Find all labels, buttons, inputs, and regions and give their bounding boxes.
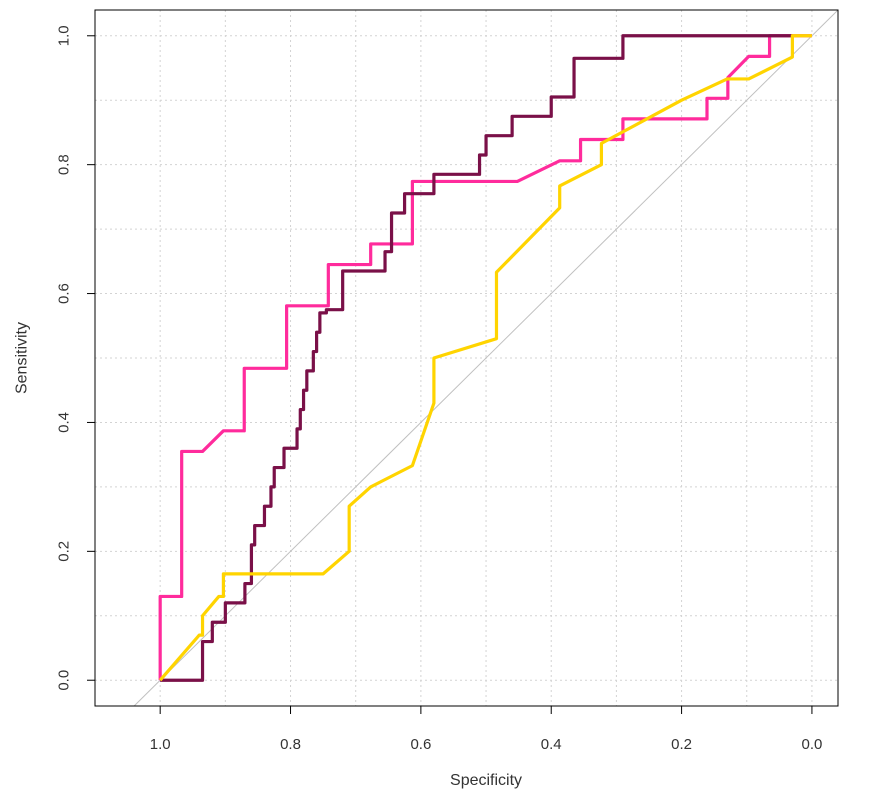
reference-line: [133, 9, 839, 707]
x-tick-label: 0.6: [410, 736, 431, 753]
y-tick-label: 0.0: [56, 670, 73, 691]
roc-curve-3: [158, 34, 812, 682]
x-tick-label: 0.4: [541, 736, 562, 753]
roc-curve-2: [160, 34, 793, 682]
roc-curve-1: [158, 34, 812, 681]
x-axis: 1.0 0.8 0.6 0.4 0.2 0.0: [150, 705, 823, 753]
y-axis-title: Sensitivity: [14, 322, 31, 394]
x-tick-label: 0.0: [802, 736, 823, 753]
y-tick-label: 0.8: [56, 154, 73, 175]
y-tick-label: 0.6: [56, 283, 73, 304]
x-axis-title: Specificity: [450, 772, 522, 789]
x-tick-label: 0.2: [671, 736, 692, 753]
reference-diagonal: [133, 9, 839, 707]
x-tick-label: 0.8: [280, 736, 301, 753]
x-tick-label: 1.0: [150, 736, 171, 753]
y-tick-label: 1.0: [56, 25, 73, 46]
grid: [95, 10, 838, 706]
series-group: [158, 34, 812, 682]
y-tick-label: 0.4: [56, 412, 73, 433]
y-axis: 0.0 0.2 0.4 0.6 0.8 1.0: [56, 25, 96, 691]
y-tick-label: 0.2: [56, 541, 73, 562]
